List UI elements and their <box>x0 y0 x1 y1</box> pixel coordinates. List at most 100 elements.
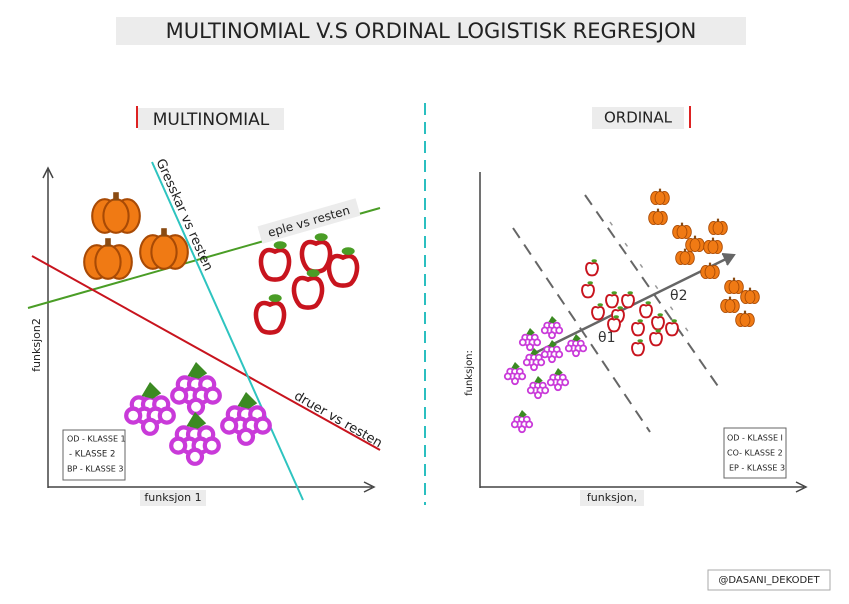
grape-leaf <box>141 382 162 399</box>
grape-icon <box>540 316 564 340</box>
apple-icon <box>605 291 619 309</box>
pumpkin-icon <box>91 192 141 234</box>
main-title: MULTINOMIAL V.S ORDINAL LOGISTISK REGRES… <box>166 19 697 43</box>
apple-body <box>258 247 292 282</box>
apple-leaf <box>657 313 663 317</box>
grape-icon <box>503 362 527 386</box>
grape-leaf <box>186 412 207 429</box>
axis-label: funksjon2 <box>30 318 43 372</box>
pumpkin-icon <box>735 310 755 328</box>
grape-berry <box>253 416 272 435</box>
apple-icon <box>253 294 287 335</box>
apple-body <box>585 262 599 277</box>
arrow-head <box>795 481 808 493</box>
label-box <box>580 490 644 506</box>
theta-label: θ1 <box>598 330 615 346</box>
grape-icon <box>546 368 570 392</box>
grape-berry <box>186 397 206 416</box>
grape-berry <box>526 343 534 352</box>
pumpkin-lobe <box>689 237 701 253</box>
pumpkin-stem <box>693 235 697 239</box>
grape-berry <box>525 420 534 429</box>
grape-berry <box>203 386 222 405</box>
apple-body <box>291 275 325 310</box>
apple-icon <box>631 319 645 337</box>
pumpkin-lobe <box>654 190 666 206</box>
pumpkin-icon <box>675 248 695 266</box>
pumpkin-icon <box>139 228 189 270</box>
grape-icon <box>220 392 272 446</box>
grape-berry <box>546 378 555 387</box>
apple-body <box>253 300 287 335</box>
boundary-line <box>31 255 381 451</box>
axis-label: funksjon, <box>587 491 637 504</box>
pumpkin-lobe <box>652 210 664 226</box>
grape-berry <box>548 355 556 364</box>
pumpkin-stem <box>680 222 684 226</box>
apple-icon <box>649 329 663 347</box>
pumpkin-lobe <box>679 250 691 266</box>
grape-berry <box>530 363 538 372</box>
pumpkin-icon <box>740 287 760 305</box>
section-box <box>592 107 684 129</box>
pumpkin-stem <box>658 188 662 192</box>
grape-leaf <box>526 328 535 336</box>
pumpkin-lobe <box>94 244 122 280</box>
pumpkin-icon <box>672 222 692 240</box>
grape-berry <box>540 350 549 359</box>
apple-leaf <box>645 301 651 305</box>
legend-item: CO- KLASSE 2 <box>727 449 783 458</box>
pumpkin-icon <box>650 188 670 206</box>
grape-berry <box>572 349 580 358</box>
grape-berry <box>124 406 143 425</box>
pumpkin-icon <box>83 238 133 280</box>
pumpkin-lobe <box>704 264 716 280</box>
grape-icon <box>526 376 550 400</box>
label-box <box>140 490 206 506</box>
legend-item: OD - KLASSE I <box>727 434 783 443</box>
grape-berry <box>511 377 519 386</box>
apple-leaf <box>617 306 623 310</box>
arrow-head <box>721 253 736 266</box>
apple-body <box>651 316 665 331</box>
apple-leaf <box>627 291 633 295</box>
grape-leaf <box>572 334 581 342</box>
grape-berry <box>526 386 535 395</box>
legend-item: EP - KLASSE 3 <box>729 464 785 473</box>
axis-label: funksjon 1 <box>144 491 201 504</box>
credit: @DASANI_DEKODET <box>718 575 820 586</box>
grape-icon <box>124 382 176 436</box>
pumpkin-icon <box>648 208 668 226</box>
apple-body <box>621 294 635 309</box>
grape-icon <box>518 328 542 352</box>
apple-leaf <box>273 241 287 249</box>
pumpkin-lobe <box>712 220 724 236</box>
grape-leaf <box>534 376 543 384</box>
pumpkin-icon <box>724 277 744 295</box>
grape-berry <box>140 417 160 436</box>
grape-leaf <box>518 410 527 418</box>
grape-berry <box>518 338 527 347</box>
pumpkin-icon <box>700 262 720 280</box>
boundary-line <box>151 161 304 501</box>
grape-berry <box>170 386 189 405</box>
pumpkin-lobe <box>728 279 740 295</box>
icons <box>83 188 760 466</box>
grape-berry <box>555 350 564 359</box>
apple-icon <box>585 259 599 277</box>
apple-leaf <box>591 259 597 263</box>
pumpkin-stem <box>732 277 736 281</box>
grape-icon <box>540 340 564 364</box>
grape-berry <box>220 416 239 435</box>
legend-box <box>723 427 787 479</box>
grape-berry <box>540 326 549 335</box>
apple-body <box>591 306 605 321</box>
section-title: MULTINOMIAL <box>153 110 270 130</box>
label-box <box>257 198 361 244</box>
apple-leaf <box>306 269 320 277</box>
apple-icon <box>621 291 635 309</box>
grape-leaf <box>237 392 258 409</box>
pumpkin-stem <box>748 287 752 291</box>
apple-body <box>607 318 621 333</box>
legend-item: OD - KLASSE 1 <box>67 435 126 444</box>
